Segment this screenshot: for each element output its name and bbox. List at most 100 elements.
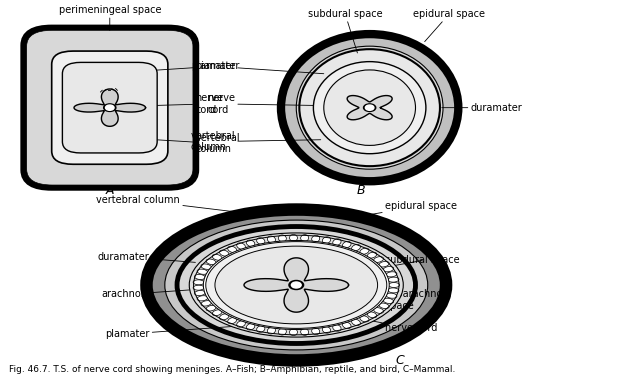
Ellipse shape xyxy=(389,283,400,288)
Ellipse shape xyxy=(201,301,212,306)
Polygon shape xyxy=(347,96,392,120)
Ellipse shape xyxy=(342,242,351,248)
Ellipse shape xyxy=(212,254,222,260)
Ellipse shape xyxy=(278,235,286,242)
Ellipse shape xyxy=(296,46,443,169)
Text: vertebral column: vertebral column xyxy=(96,195,247,214)
Ellipse shape xyxy=(220,314,229,320)
Ellipse shape xyxy=(374,308,384,313)
Ellipse shape xyxy=(204,240,389,329)
Ellipse shape xyxy=(324,70,415,146)
Ellipse shape xyxy=(177,227,415,344)
Ellipse shape xyxy=(333,324,341,331)
Ellipse shape xyxy=(257,326,265,332)
Ellipse shape xyxy=(379,303,389,309)
Ellipse shape xyxy=(374,257,384,262)
Ellipse shape xyxy=(367,252,377,258)
Ellipse shape xyxy=(386,293,397,298)
Ellipse shape xyxy=(352,319,360,326)
Ellipse shape xyxy=(281,34,458,181)
Ellipse shape xyxy=(215,246,378,324)
Ellipse shape xyxy=(165,220,428,350)
Ellipse shape xyxy=(206,242,387,328)
Ellipse shape xyxy=(379,262,389,267)
Ellipse shape xyxy=(228,318,237,324)
Circle shape xyxy=(365,105,374,110)
Ellipse shape xyxy=(388,277,399,282)
Ellipse shape xyxy=(342,322,351,329)
Ellipse shape xyxy=(367,312,377,318)
Ellipse shape xyxy=(289,235,297,241)
Text: nerve
cord: nerve cord xyxy=(207,93,336,115)
Circle shape xyxy=(104,104,116,111)
Text: piamater: piamater xyxy=(147,61,240,71)
Ellipse shape xyxy=(246,240,255,247)
Text: Fig. 46.7. T.S. of nerve cord showing meninges. A–Fish; B–Amphibian, reptile, an: Fig. 46.7. T.S. of nerve cord showing me… xyxy=(9,366,455,374)
Ellipse shape xyxy=(193,285,204,290)
Ellipse shape xyxy=(193,280,204,285)
Ellipse shape xyxy=(360,248,369,254)
Ellipse shape xyxy=(146,210,446,361)
Ellipse shape xyxy=(206,305,216,311)
Text: arachnoid: arachnoid xyxy=(101,289,206,300)
Text: nerve cord: nerve cord xyxy=(342,315,437,333)
Ellipse shape xyxy=(299,49,440,166)
Circle shape xyxy=(291,282,301,288)
Ellipse shape xyxy=(201,264,212,269)
Text: vertebral
column: vertebral column xyxy=(155,133,240,154)
Text: A: A xyxy=(106,184,114,197)
Text: perimeningeal space: perimeningeal space xyxy=(59,5,161,30)
Ellipse shape xyxy=(388,288,399,293)
Ellipse shape xyxy=(352,245,360,251)
Ellipse shape xyxy=(194,275,205,280)
Ellipse shape xyxy=(194,291,205,296)
FancyBboxPatch shape xyxy=(27,30,193,185)
Text: epidural space: epidural space xyxy=(413,9,485,41)
Text: subdural space: subdural space xyxy=(308,9,383,53)
Ellipse shape xyxy=(197,269,208,274)
FancyBboxPatch shape xyxy=(62,62,157,153)
Ellipse shape xyxy=(237,321,246,327)
Text: C: C xyxy=(396,354,405,367)
Ellipse shape xyxy=(360,316,369,322)
Ellipse shape xyxy=(383,298,394,303)
Ellipse shape xyxy=(206,259,216,265)
Ellipse shape xyxy=(313,62,426,154)
Text: B: B xyxy=(356,184,365,197)
Text: subdural space: subdural space xyxy=(385,255,460,267)
Text: vertebral
column: vertebral column xyxy=(191,131,321,152)
Ellipse shape xyxy=(257,238,265,244)
Ellipse shape xyxy=(289,329,297,336)
Text: piamater: piamater xyxy=(191,61,324,74)
Ellipse shape xyxy=(237,243,246,249)
Ellipse shape xyxy=(228,246,237,253)
Ellipse shape xyxy=(312,235,320,242)
Ellipse shape xyxy=(220,250,229,256)
Circle shape xyxy=(363,104,376,111)
Circle shape xyxy=(289,280,304,290)
Ellipse shape xyxy=(333,239,341,245)
Ellipse shape xyxy=(300,235,308,242)
Ellipse shape xyxy=(383,266,394,272)
Text: epidural space: epidural space xyxy=(351,201,457,218)
FancyBboxPatch shape xyxy=(24,28,196,187)
Polygon shape xyxy=(244,258,349,312)
Text: subarachnoid
space: subarachnoid space xyxy=(376,289,451,311)
FancyBboxPatch shape xyxy=(52,51,168,164)
Ellipse shape xyxy=(312,328,320,334)
Circle shape xyxy=(106,105,114,110)
Ellipse shape xyxy=(246,323,255,330)
Ellipse shape xyxy=(197,296,208,301)
Ellipse shape xyxy=(323,237,331,243)
Ellipse shape xyxy=(212,310,222,316)
Text: duramater: duramater xyxy=(442,103,522,113)
Ellipse shape xyxy=(267,236,275,243)
Ellipse shape xyxy=(300,329,308,335)
Ellipse shape xyxy=(267,327,275,334)
Ellipse shape xyxy=(278,328,286,335)
Polygon shape xyxy=(74,89,146,126)
Text: nerve
cord: nerve cord xyxy=(143,93,223,115)
Text: plamater: plamater xyxy=(105,326,232,339)
Ellipse shape xyxy=(386,272,397,277)
Ellipse shape xyxy=(323,326,331,333)
